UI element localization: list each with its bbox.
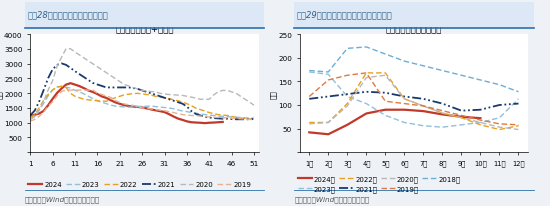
Y-axis label: 万吨: 万吨 [270,89,277,98]
Text: 资料来源：Wind，国盛证券研究所: 资料来源：Wind，国盛证券研究所 [25,195,100,202]
Legend: 2024, 2023, 2022, 2021, 2020, 2019: 2024, 2023, 2022, 2021, 2020, 2019 [28,181,251,187]
Text: 图表28：近半月钢材库存环比持续: 图表28：近半月钢材库存环比持续 [28,11,108,20]
Title: 钢材库存（厂库+社库）: 钢材库存（厂库+社库） [115,25,174,34]
Legend: 2024年, 2023年, 2022年, 2021年, 2020年, 2019年, 2018年: 2024年, 2023年, 2022年, 2021年, 2020年, 2019年… [298,176,460,192]
Y-axis label: 万吨: 万吨 [0,89,3,98]
Title: 中国库存：电解铝：合计: 中国库存：电解铝：合计 [386,25,442,34]
Text: 资料来源：Wind，国盛证券研究所: 资料来源：Wind，国盛证券研究所 [294,195,370,202]
Text: 图表29：近半月电解铝库存环比连续回落: 图表29：近半月电解铝库存环比连续回落 [297,11,393,20]
